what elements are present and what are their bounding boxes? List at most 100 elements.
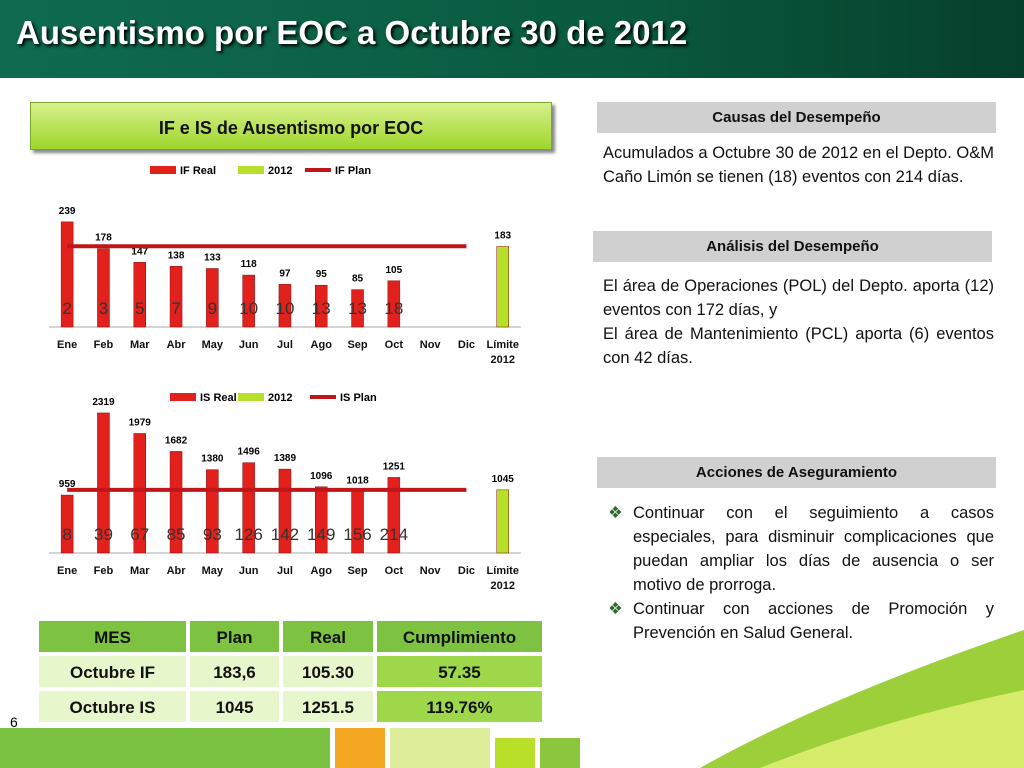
bar	[133, 433, 146, 554]
bar	[169, 451, 183, 554]
table-cell: 119.76%	[375, 689, 544, 724]
bar	[315, 284, 328, 328]
event-label: 214	[380, 525, 408, 544]
table-cell: Octubre IF	[37, 654, 188, 689]
data-label: 95	[316, 269, 328, 280]
data-label: 105	[386, 265, 403, 276]
x-tick-label: May	[201, 339, 224, 351]
table-cell: 183,6	[188, 654, 281, 689]
data-label: 118	[241, 259, 258, 270]
data-label: 239	[59, 206, 76, 217]
accion-item: Continuar con el seguimiento a casos esp…	[633, 504, 994, 594]
x-tick-label: Límite 2012	[486, 339, 519, 366]
data-label: 1096	[310, 471, 333, 482]
page-number: 6	[10, 714, 18, 730]
analisis-title: Análisis del Desempeño	[593, 231, 992, 262]
bar	[387, 280, 401, 328]
x-tick-label: Límite 2012	[486, 565, 519, 592]
decor	[495, 738, 535, 768]
x-tick-label: Sep	[347, 339, 368, 351]
data-label: 1045	[492, 474, 515, 485]
event-label: 5	[135, 299, 144, 318]
x-tick-label: May	[201, 565, 224, 577]
event-label: 10	[239, 299, 258, 318]
legend-label: 2012	[268, 392, 292, 404]
x-tick-label: Dic	[457, 565, 475, 577]
x-tick-label: Ago	[310, 339, 332, 351]
event-label: 126	[234, 525, 262, 544]
event-label: 2	[62, 299, 71, 318]
table-cell: 105.30	[281, 654, 375, 689]
event-label: 67	[130, 525, 149, 544]
event-label: 39	[94, 525, 113, 544]
bar	[97, 412, 110, 554]
event-label: 85	[167, 525, 186, 544]
x-tick-label: Abr	[166, 565, 186, 577]
data-label: 178	[95, 233, 112, 244]
bar	[387, 477, 401, 554]
title-bar	[0, 0, 1024, 78]
table-cell: 1251.5	[281, 689, 375, 724]
data-label: 1380	[201, 454, 224, 465]
legend-label: IF Plan	[335, 165, 371, 177]
legend-label: 2012	[268, 165, 292, 177]
decor	[335, 728, 385, 768]
decor	[760, 690, 1024, 768]
data-label: 133	[204, 252, 221, 263]
event-label: 10	[275, 299, 294, 318]
event-label: 149	[307, 525, 335, 544]
table-header: Cumplimiento	[375, 619, 544, 654]
slide-title: Ausentismo por EOC a Octubre 30 de 2012	[16, 14, 688, 51]
legend-swatch	[150, 166, 176, 174]
bar	[169, 266, 183, 328]
data-label: 138	[168, 250, 185, 261]
data-label: 1979	[129, 417, 152, 428]
causas-text: Acumulados a Octubre 30 de 2012 en el De…	[603, 144, 994, 186]
decor	[0, 728, 330, 768]
data-label: 1389	[274, 453, 297, 464]
x-tick-label: Oct	[384, 339, 404, 351]
data-label: 959	[59, 479, 76, 490]
event-label: 8	[62, 525, 71, 544]
panel-title: IF e IS de Ausentismo por EOC	[30, 102, 552, 150]
legend-swatch	[238, 166, 264, 174]
event-label: 3	[99, 299, 108, 318]
event-label: 142	[271, 525, 299, 544]
legend-swatch	[238, 393, 264, 401]
event-label: 13	[312, 299, 331, 318]
legend-label: IS Plan	[340, 392, 377, 404]
data-label: 85	[352, 274, 364, 285]
event-label: 156	[343, 525, 371, 544]
data-label: 1496	[238, 447, 261, 458]
data-label: 1251	[383, 461, 406, 472]
analisis-p: El área de Operaciones (POL) del Depto. …	[603, 277, 994, 319]
bar	[242, 274, 255, 328]
bar	[97, 248, 110, 328]
x-tick-label: Nov	[419, 565, 441, 577]
event-label: 13	[348, 299, 367, 318]
table-cell: 1045	[188, 689, 281, 724]
analisis-p: El área de Mantenimiento (PCL) aporta (6…	[603, 325, 994, 367]
data-label: 183	[494, 230, 511, 241]
x-tick-label: Ago	[310, 565, 332, 577]
bar	[60, 494, 74, 554]
bullet: ❖	[608, 504, 623, 522]
event-label: 9	[208, 299, 217, 318]
legend-label: IS Real	[200, 392, 237, 404]
x-tick-label: Dic	[457, 339, 475, 351]
bar	[351, 289, 364, 328]
event-label: 18	[384, 299, 403, 318]
x-tick-label: Oct	[384, 565, 404, 577]
bar	[133, 262, 146, 328]
bar	[496, 246, 509, 328]
causas-title: Causas del Desempeño	[597, 102, 996, 133]
bullet: ❖	[608, 600, 623, 618]
event-label: 93	[203, 525, 222, 544]
legend-label: IF Real	[180, 165, 216, 177]
x-tick-label: Feb	[93, 565, 114, 577]
data-label: 1018	[346, 476, 369, 487]
bar	[496, 489, 509, 554]
bar	[315, 486, 328, 554]
